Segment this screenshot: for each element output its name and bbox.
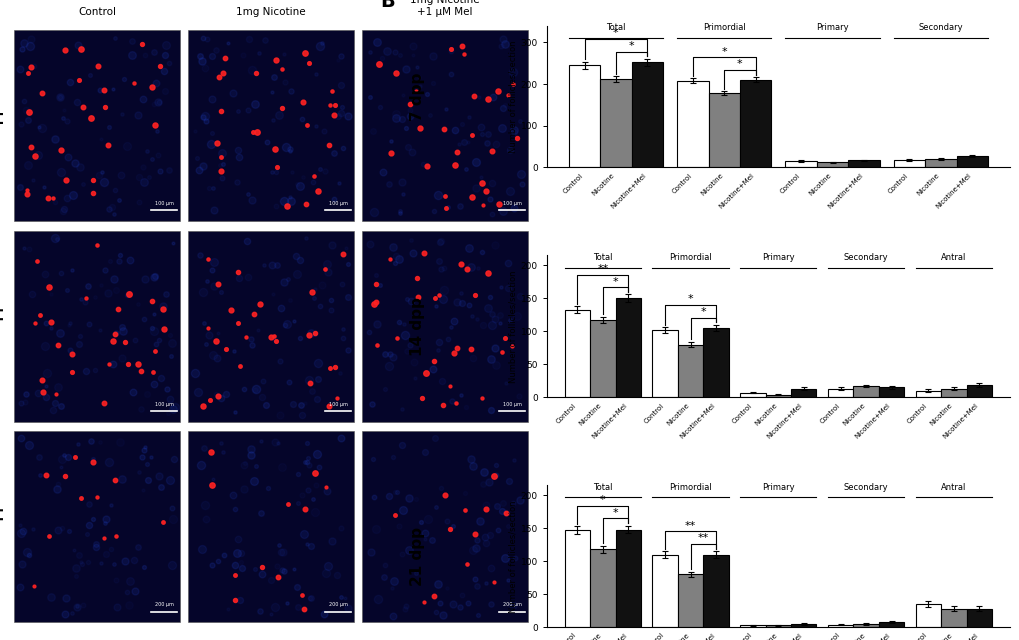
Bar xyxy=(652,555,678,627)
Bar xyxy=(678,344,703,397)
Text: Total: Total xyxy=(592,483,612,492)
Text: *: * xyxy=(737,60,742,70)
FancyBboxPatch shape xyxy=(14,31,179,221)
Text: *: * xyxy=(687,294,693,304)
Text: 100 μm: 100 μm xyxy=(328,402,347,407)
Bar xyxy=(765,395,791,397)
Bar xyxy=(848,161,878,168)
Text: 200 μm: 200 μm xyxy=(502,602,522,607)
Text: *: * xyxy=(599,495,605,505)
Bar xyxy=(915,604,941,627)
Text: *: * xyxy=(700,307,705,317)
Bar xyxy=(708,93,739,168)
Bar xyxy=(791,624,815,627)
Text: *: * xyxy=(612,28,619,38)
Bar xyxy=(739,80,770,168)
Bar xyxy=(565,530,590,627)
Text: Secondary: Secondary xyxy=(843,253,888,262)
Bar xyxy=(785,161,816,168)
Y-axis label: Number of follicles/section: Number of follicles/section xyxy=(508,40,518,153)
Text: *: * xyxy=(612,508,618,518)
Bar xyxy=(599,79,631,168)
Text: Antral: Antral xyxy=(941,483,966,492)
Text: *: * xyxy=(720,47,727,57)
Text: Primary: Primary xyxy=(761,483,794,492)
FancyBboxPatch shape xyxy=(362,31,528,221)
Text: **: ** xyxy=(685,521,696,531)
Bar xyxy=(893,160,924,168)
Text: 1mg Nicotine
+1 μM Mel: 1mg Nicotine +1 μM Mel xyxy=(410,0,480,17)
Text: 1mg Nicotine: 1mg Nicotine xyxy=(236,6,306,17)
Bar xyxy=(740,393,765,397)
Y-axis label: Number of follicles/section: Number of follicles/section xyxy=(508,500,518,612)
Text: 14 dpp: 14 dpp xyxy=(410,297,424,356)
Bar xyxy=(565,310,590,397)
Text: 100 μm: 100 μm xyxy=(155,202,173,206)
Text: 7 dpp: 7 dpp xyxy=(410,72,424,121)
Bar xyxy=(966,385,991,397)
Bar xyxy=(590,549,614,627)
FancyBboxPatch shape xyxy=(14,431,179,622)
Text: *: * xyxy=(628,41,634,51)
Text: Total: Total xyxy=(605,23,625,32)
Bar xyxy=(941,609,966,627)
Bar xyxy=(878,387,904,397)
Text: B: B xyxy=(380,0,394,12)
Text: 200 μm: 200 μm xyxy=(328,602,347,607)
Text: *: * xyxy=(612,276,618,287)
FancyBboxPatch shape xyxy=(189,31,354,221)
Text: 100 μm: 100 μm xyxy=(502,202,522,206)
Bar xyxy=(678,575,703,627)
Bar xyxy=(740,625,765,627)
Bar xyxy=(878,622,904,627)
FancyBboxPatch shape xyxy=(189,431,354,622)
Bar xyxy=(941,388,966,397)
Bar xyxy=(827,388,853,397)
FancyBboxPatch shape xyxy=(362,431,528,622)
Bar xyxy=(614,529,640,627)
Text: Secondary: Secondary xyxy=(843,483,888,492)
FancyBboxPatch shape xyxy=(189,231,354,422)
Bar xyxy=(966,609,991,627)
Bar xyxy=(956,156,986,168)
Text: **: ** xyxy=(596,264,608,274)
Text: 7 dpp: 7 dpp xyxy=(0,106,4,146)
Text: Secondary: Secondary xyxy=(918,23,962,32)
Bar xyxy=(765,625,791,627)
Y-axis label: Number of follicles/section: Number of follicles/section xyxy=(508,270,518,383)
Text: Total: Total xyxy=(592,253,612,262)
Text: Primordial: Primordial xyxy=(668,483,711,492)
Bar xyxy=(677,81,708,168)
Text: Primordial: Primordial xyxy=(702,23,745,32)
Text: Primary: Primary xyxy=(815,23,848,32)
Text: Primary: Primary xyxy=(761,253,794,262)
Text: Primordial: Primordial xyxy=(668,253,711,262)
FancyBboxPatch shape xyxy=(14,231,179,422)
Bar xyxy=(853,624,878,627)
Text: 100 μm: 100 μm xyxy=(502,402,522,407)
Bar xyxy=(652,330,678,397)
Bar xyxy=(614,298,640,397)
Bar xyxy=(569,65,599,168)
Text: 21 dpp: 21 dpp xyxy=(0,502,4,551)
Bar xyxy=(853,386,878,397)
Bar xyxy=(915,391,941,397)
Bar xyxy=(827,625,853,627)
Bar xyxy=(791,388,815,397)
Bar xyxy=(703,328,728,397)
Text: 100 μm: 100 μm xyxy=(155,402,173,407)
Text: **: ** xyxy=(697,534,708,543)
Text: 21 dpp: 21 dpp xyxy=(410,527,424,586)
Text: 200 μm: 200 μm xyxy=(155,602,173,607)
Bar xyxy=(590,320,614,397)
FancyBboxPatch shape xyxy=(362,231,528,422)
Text: 14 dpp: 14 dpp xyxy=(0,302,4,351)
Text: Control: Control xyxy=(78,6,116,17)
Text: Antral: Antral xyxy=(941,253,966,262)
Bar xyxy=(816,163,848,168)
Text: 100 μm: 100 μm xyxy=(328,202,347,206)
Bar xyxy=(703,555,728,627)
Bar xyxy=(924,159,956,168)
Bar xyxy=(631,62,662,168)
